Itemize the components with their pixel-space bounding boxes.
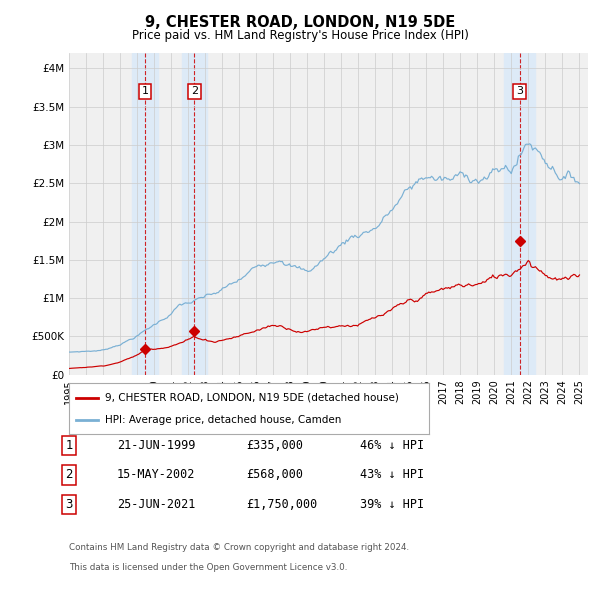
Text: HPI: Average price, detached house, Camden: HPI: Average price, detached house, Camd… — [105, 415, 341, 425]
Text: 21-JUN-1999: 21-JUN-1999 — [117, 439, 196, 452]
Text: 25-JUN-2021: 25-JUN-2021 — [117, 498, 196, 511]
Text: £335,000: £335,000 — [246, 439, 303, 452]
Bar — [504, 53, 535, 375]
Text: 3: 3 — [516, 86, 523, 96]
Text: 1: 1 — [142, 86, 149, 96]
Text: £1,750,000: £1,750,000 — [246, 498, 317, 511]
Bar — [182, 53, 207, 375]
Text: 43% ↓ HPI: 43% ↓ HPI — [360, 468, 424, 481]
Text: This data is licensed under the Open Government Licence v3.0.: This data is licensed under the Open Gov… — [69, 563, 347, 572]
Text: 46% ↓ HPI: 46% ↓ HPI — [360, 439, 424, 452]
Text: Price paid vs. HM Land Registry's House Price Index (HPI): Price paid vs. HM Land Registry's House … — [131, 30, 469, 42]
Text: 2: 2 — [65, 468, 73, 481]
Text: 2: 2 — [191, 86, 198, 96]
Text: £568,000: £568,000 — [246, 468, 303, 481]
Text: 9, CHESTER ROAD, LONDON, N19 5DE (detached house): 9, CHESTER ROAD, LONDON, N19 5DE (detach… — [105, 392, 399, 402]
Text: 9, CHESTER ROAD, LONDON, N19 5DE: 9, CHESTER ROAD, LONDON, N19 5DE — [145, 15, 455, 30]
Bar — [133, 53, 158, 375]
Text: 39% ↓ HPI: 39% ↓ HPI — [360, 498, 424, 511]
Text: 1: 1 — [65, 439, 73, 452]
Text: Contains HM Land Registry data © Crown copyright and database right 2024.: Contains HM Land Registry data © Crown c… — [69, 543, 409, 552]
Text: 15-MAY-2002: 15-MAY-2002 — [117, 468, 196, 481]
Text: 3: 3 — [65, 498, 73, 511]
